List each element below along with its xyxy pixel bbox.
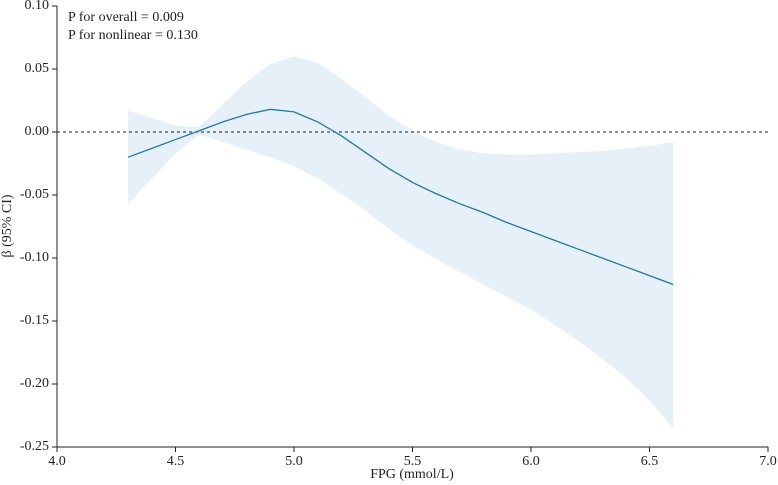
x-tick-label: 6.5 — [641, 454, 659, 469]
x-tick-label: 4.5 — [167, 454, 185, 469]
y-tick-label: -0.20 — [20, 376, 49, 391]
x-tick-label: 6.0 — [522, 454, 540, 469]
confidence-band — [128, 56, 674, 429]
y-tick-label: -0.15 — [20, 313, 49, 328]
x-tick-label: 4.0 — [48, 454, 66, 469]
annotation: P for overall = 0.009 — [68, 10, 184, 25]
y-tick-label: -0.05 — [20, 187, 49, 202]
y-tick-label: -0.10 — [20, 250, 49, 265]
x-tick-label: 7.0 — [759, 454, 777, 469]
y-tick-label: 0.05 — [25, 61, 50, 76]
x-tick-label: 5.5 — [404, 454, 422, 469]
spline-line — [127, 108, 674, 286]
x-axis-label: FPG (mmol/L) — [370, 467, 454, 482]
x-tick-label: 5.0 — [285, 454, 303, 469]
annotation: P for nonlinear = 0.130 — [68, 28, 198, 43]
y-tick-label: 0.10 — [25, 0, 50, 13]
y-axis-label: β (95% CI) — [0, 194, 15, 257]
y-tick-label: -0.25 — [20, 439, 49, 454]
y-tick-label: 0.00 — [25, 124, 50, 139]
